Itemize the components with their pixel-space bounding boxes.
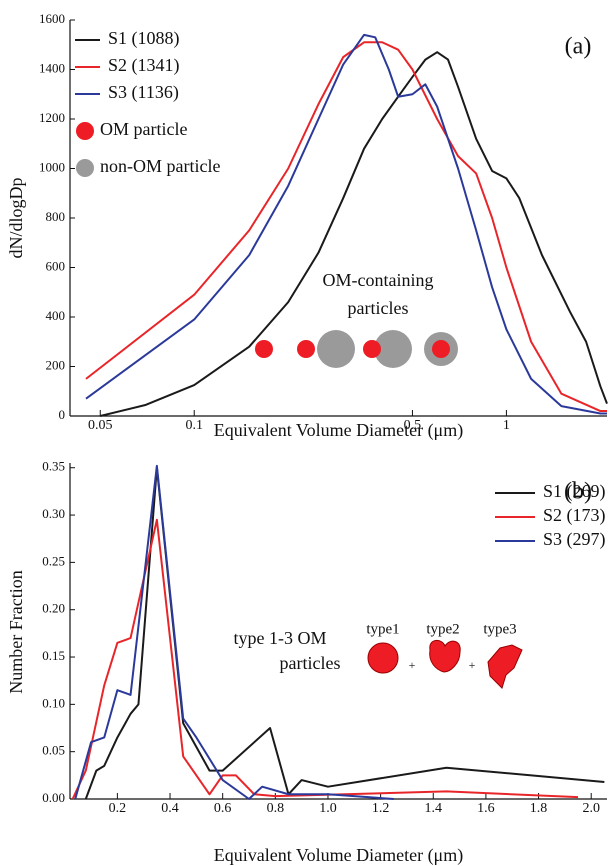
x-tick-label: 0.5: [404, 418, 422, 433]
legend-label: S3 (1136): [108, 82, 179, 103]
y-tick-label: 0.00: [42, 790, 65, 805]
series-line: [71, 518, 579, 800]
legend-label: S1 (1088): [108, 28, 180, 49]
y-tick-label: 0: [59, 407, 66, 422]
y-tick-label: 600: [46, 258, 66, 273]
y-tick-label: 1000: [39, 159, 65, 174]
om-particle: [297, 340, 315, 358]
x-tick-label: 0.6: [214, 801, 232, 816]
annotation: particles: [348, 298, 409, 318]
y-axis-label: Number Fraction: [6, 570, 26, 693]
series-line: [74, 464, 394, 800]
legend-label: non-OM particle: [100, 156, 220, 176]
y-tick-label: 0.30: [42, 506, 65, 521]
series-line: [100, 51, 608, 417]
x-tick-label: 1.8: [530, 801, 548, 816]
panel-label: (b): [564, 479, 592, 505]
om-particle: [432, 340, 450, 358]
x-tick-label: 1.0: [319, 801, 337, 816]
x-tick-label: 1: [503, 418, 510, 433]
x-tick-label: 1.6: [477, 801, 495, 816]
non-om-particle: [374, 330, 412, 368]
x-tick-label: 2.0: [582, 801, 600, 816]
legend-label: S1 (269): [543, 481, 606, 502]
legend-marker: [76, 122, 94, 140]
plus-sign: +: [469, 658, 476, 672]
annotation: type 1-3 OM: [234, 628, 327, 648]
x-tick-label: 0.2: [109, 801, 127, 816]
om-particle: [255, 340, 273, 358]
x-axis-label: Equivalent Volume Diameter (μm): [214, 420, 463, 441]
y-tick-label: 200: [46, 357, 66, 372]
x-tick-label: 0.8: [267, 801, 285, 816]
y-tick-label: 800: [46, 209, 66, 224]
x-tick-label: 0.05: [88, 418, 113, 433]
legend-label: S3 (297): [543, 529, 606, 550]
om-particle: [363, 340, 381, 358]
particle-illustration: [255, 330, 458, 368]
y-tick-label: 400: [46, 308, 66, 323]
x-tick-label: 1.4: [425, 801, 443, 816]
shape-label: type3: [483, 621, 516, 637]
y-tick-label: 1200: [39, 110, 65, 125]
type-shapes: [367, 640, 523, 689]
x-axis-label: Equivalent Volume Diameter (μm): [214, 845, 463, 866]
series-line: [85, 41, 607, 413]
y-tick-label: 1400: [39, 60, 65, 75]
annotation: particles: [280, 653, 341, 673]
legend-label: OM particle: [100, 119, 187, 139]
plus-sign: +: [409, 658, 416, 672]
panel-label: (a): [565, 34, 592, 60]
annotation: OM-containing: [323, 270, 434, 290]
type3-shape: [487, 644, 523, 689]
y-tick-label: 0.05: [42, 743, 65, 758]
y-tick-label: 1600: [39, 11, 65, 26]
y-axis-label: dN/dlogDp: [6, 178, 26, 259]
y-tick-label: 0.20: [42, 601, 65, 616]
series-line: [84, 466, 605, 800]
series-line: [85, 33, 607, 415]
x-tick-label: 0.1: [185, 418, 203, 433]
shape-label: type2: [426, 621, 459, 637]
y-tick-label: 0.35: [42, 459, 65, 474]
y-tick-label: 0.15: [42, 648, 65, 663]
non-om-particle: [317, 330, 355, 368]
legend-label: S2 (173): [543, 505, 606, 526]
x-tick-label: 1.2: [372, 801, 390, 816]
legend-marker: [76, 159, 94, 177]
type2-shape: [429, 640, 461, 673]
legend-label: S2 (1341): [108, 55, 180, 76]
y-tick-label: 0.10: [42, 695, 65, 710]
y-tick-label: 0.25: [42, 553, 65, 568]
type1-shape: [367, 642, 399, 674]
x-tick-label: 0.4: [161, 801, 179, 816]
shape-label: type1: [366, 621, 399, 637]
